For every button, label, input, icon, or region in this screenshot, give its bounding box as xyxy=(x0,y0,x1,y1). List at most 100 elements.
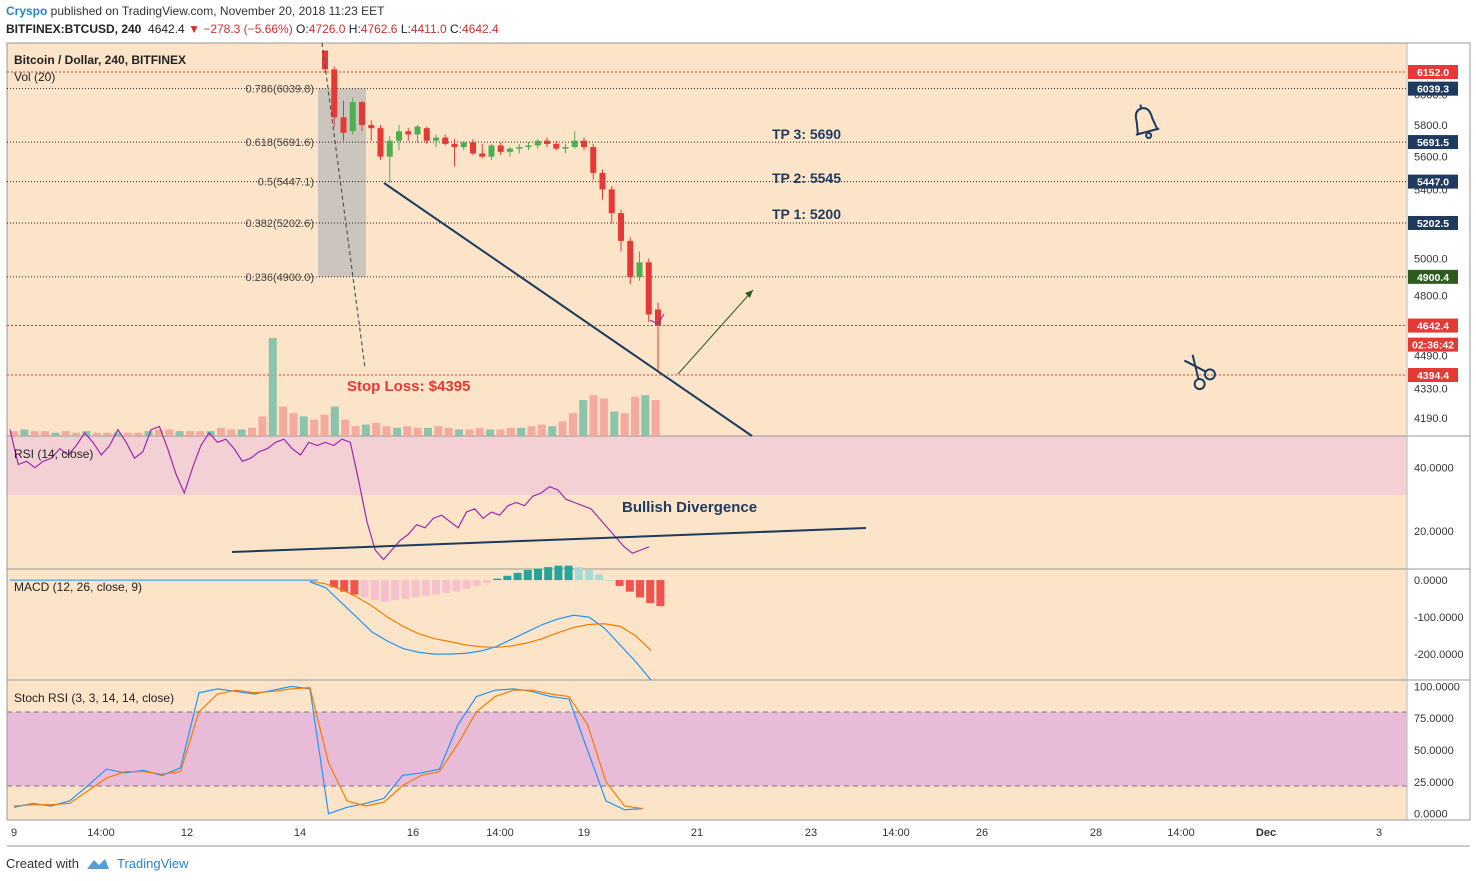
candle-body xyxy=(359,102,365,126)
volume-bar xyxy=(403,426,412,436)
macd-tick-label: 0.0000 xyxy=(1414,575,1448,587)
time-tick-label: 19 xyxy=(578,827,590,839)
macd-histogram-bar xyxy=(636,580,644,598)
candle-body xyxy=(488,145,495,157)
volume-bar xyxy=(548,426,557,436)
rsi-band xyxy=(7,436,1407,495)
published-text: published on TradingView.com, November 2… xyxy=(47,4,385,18)
volume-bar xyxy=(134,432,143,436)
candle-body xyxy=(322,50,328,70)
volume-bar xyxy=(620,413,629,436)
candle-body xyxy=(442,137,449,144)
price-tag xyxy=(1408,318,1458,333)
volume-bar xyxy=(610,411,619,436)
macd-line xyxy=(309,581,652,681)
price-tag-label: 5691.5 xyxy=(1417,137,1449,149)
last-price: 4642.4 xyxy=(148,22,185,36)
volume-bar xyxy=(175,431,184,436)
volume-bar xyxy=(103,432,112,436)
tradingview-link[interactable]: TradingView xyxy=(116,856,189,871)
candle-body xyxy=(470,142,476,154)
macd-histogram-bar xyxy=(574,567,583,581)
price-tag-label: 4394.4 xyxy=(1417,370,1449,382)
author-link[interactable]: Cryspo xyxy=(6,4,48,18)
price-tag xyxy=(1408,215,1458,230)
volume-bar xyxy=(61,431,70,436)
price-axis[interactable] xyxy=(1407,43,1470,820)
candle-body xyxy=(423,128,430,141)
macd-tick-label: -200.0000 xyxy=(1414,649,1464,661)
stoch-tick-label: 25.0000 xyxy=(1414,777,1454,789)
price-tag-label: 02:36:42 xyxy=(1412,340,1454,352)
volume-bar xyxy=(372,422,381,436)
macd-histogram-bar xyxy=(411,580,420,598)
time-tick-label: 14:00 xyxy=(882,827,910,839)
price-tag xyxy=(1408,368,1458,382)
price-pane[interactable] xyxy=(7,43,1407,436)
price-tick-label: 5800.0 xyxy=(1414,120,1448,132)
volume-bar xyxy=(196,431,205,436)
macd-histogram-bar xyxy=(585,569,593,581)
symbol-line: BITFINEX:BTCUSD, 240 4642.4 ▼ −278.3 (−5… xyxy=(6,22,499,36)
candle-body xyxy=(544,140,550,144)
macd-histogram-bar xyxy=(503,575,512,581)
fib-level-label: 0.786(6039.8) xyxy=(246,84,315,96)
time-tick-label: 28 xyxy=(1090,827,1102,839)
volume-bar xyxy=(279,406,288,436)
macd-histogram-bar xyxy=(330,580,338,588)
volume-bar xyxy=(361,424,370,436)
volume-bar xyxy=(424,427,432,436)
price-tag xyxy=(1408,269,1458,284)
price-tick-label: 4490.0 xyxy=(1414,351,1448,363)
volume-bar xyxy=(92,432,101,436)
tp3-label[interactable]: TP 3: 5690 xyxy=(772,126,841,142)
macd-histogram-bar xyxy=(421,580,430,596)
candle-body xyxy=(349,102,356,132)
stoch-tick-label: 100.0000 xyxy=(1414,681,1460,693)
time-tick-label: 14:00 xyxy=(486,827,514,839)
candle-body xyxy=(599,172,606,190)
tp2-label[interactable]: TP 2: 5545 xyxy=(772,170,841,186)
volume-bar xyxy=(558,421,567,436)
tp1-label[interactable]: TP 1: 5200 xyxy=(772,206,841,222)
scissors-icon[interactable] xyxy=(1179,350,1218,391)
rsi-tick-label: 40.0000 xyxy=(1414,463,1454,475)
macd-histogram-bar xyxy=(615,580,624,586)
fib-zone xyxy=(318,88,366,277)
macd-histogram-bar xyxy=(646,580,655,604)
volume-bar xyxy=(589,395,598,436)
candle-body xyxy=(414,126,421,135)
volume-bar xyxy=(185,431,194,436)
fib-level-label: 0.618(5691.6) xyxy=(246,137,315,149)
time-tick-label: Dec xyxy=(1256,827,1276,839)
stoch-band xyxy=(7,712,1407,786)
macd-pane[interactable] xyxy=(7,569,1407,680)
macd-histogram-bar xyxy=(452,580,461,592)
volume-bar xyxy=(506,427,515,436)
candle-body xyxy=(396,131,402,141)
volume-bar xyxy=(579,400,588,436)
volume-bar xyxy=(341,419,350,436)
candle-body xyxy=(377,128,384,157)
bullish-divergence-label[interactable]: Bullish Divergence xyxy=(622,499,757,516)
price-tag xyxy=(1408,174,1458,189)
tradingview-logo-icon[interactable] xyxy=(85,857,111,871)
macd-histogram-bar xyxy=(401,580,410,599)
macd-histogram-bar xyxy=(544,567,553,581)
fib-trend-line xyxy=(321,42,366,369)
stop-loss-label[interactable]: Stop Loss: $4395 xyxy=(347,378,470,395)
volume-bar xyxy=(248,427,257,436)
rsi-line xyxy=(9,425,650,561)
candle-body xyxy=(331,69,338,118)
volume-bar xyxy=(289,413,298,436)
volume-bar xyxy=(517,427,526,436)
target-arrow xyxy=(677,289,754,375)
volume-bar xyxy=(268,338,277,436)
candle-body xyxy=(340,117,347,133)
bell-icon[interactable] xyxy=(1129,102,1161,142)
macd-histogram-bar xyxy=(340,580,349,592)
macd-tick-label: -100.0000 xyxy=(1414,612,1464,624)
volume-bar xyxy=(599,398,608,436)
macd-signal-line xyxy=(309,580,652,651)
